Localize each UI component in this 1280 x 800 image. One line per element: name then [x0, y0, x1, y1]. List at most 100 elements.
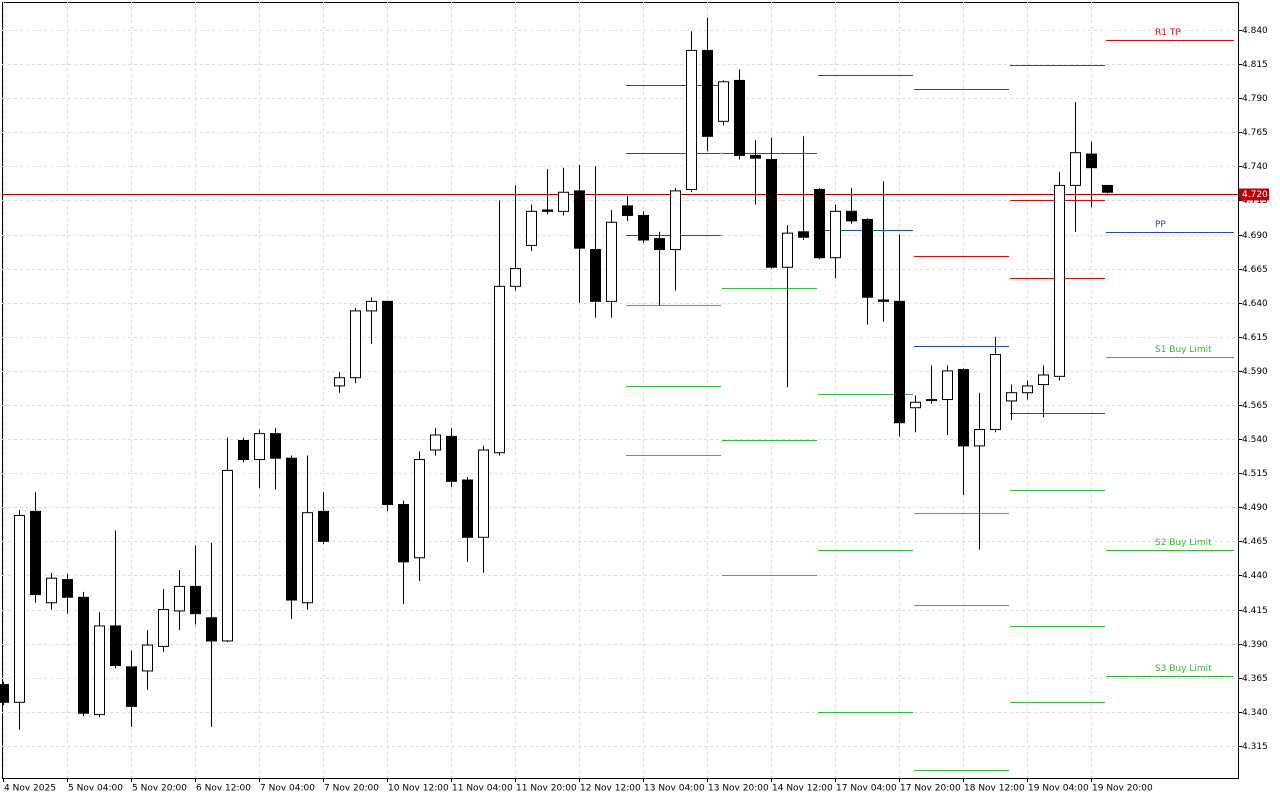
y-tick-label: 4.515	[1242, 469, 1268, 479]
y-tick-label: 4.465	[1242, 537, 1268, 547]
y-tick-label: 4.815	[1242, 60, 1268, 70]
candle-body	[942, 370, 953, 401]
candle-body	[286, 457, 297, 601]
y-tick-label: 4.390	[1242, 640, 1268, 650]
pivot-label: S1 Buy Limit	[1155, 345, 1212, 355]
y-tick-label: 4.490	[1242, 503, 1268, 513]
candle-body	[606, 221, 617, 302]
candle-body	[30, 510, 41, 596]
candle-body	[750, 154, 761, 159]
candle-body	[542, 209, 553, 212]
candle-body	[110, 625, 121, 666]
candle-body	[1006, 392, 1017, 402]
candle-body	[798, 231, 809, 238]
candle-body	[350, 310, 361, 379]
candle-body	[190, 585, 201, 615]
candle-body	[302, 512, 313, 604]
x-tick-label: 4 Nov 2025	[4, 784, 56, 794]
candle-body	[862, 219, 873, 298]
x-tick-label: 19 Nov 20:00	[1092, 784, 1153, 794]
candle-body	[222, 469, 233, 642]
y-tick-label: 4.740	[1242, 162, 1268, 172]
candle-body	[94, 625, 105, 716]
candle-body	[1102, 184, 1113, 193]
candle-body	[78, 596, 89, 714]
x-tick-label: 7 Nov 20:00	[324, 784, 379, 794]
x-tick-label: 5 Nov 04:00	[68, 784, 123, 794]
candle-body	[814, 189, 825, 259]
candle-body	[990, 354, 1001, 431]
y-tick-label: 4.765	[1242, 128, 1268, 138]
candle-body	[494, 285, 505, 454]
candle-body	[670, 190, 681, 251]
candle-body	[334, 377, 345, 387]
candle-body	[1054, 184, 1065, 377]
candle-body	[238, 439, 249, 461]
candle-body	[382, 300, 393, 506]
candle-body	[622, 205, 633, 216]
y-tick-label: 4.590	[1242, 367, 1268, 377]
x-tick-label: 19 Nov 04:00	[1028, 784, 1089, 794]
x-tick-label: 11 Nov 04:00	[452, 784, 513, 794]
x-tick-label: 7 Nov 04:00	[260, 784, 315, 794]
pivot-label: PP	[1155, 220, 1166, 230]
candle-body	[430, 434, 441, 451]
current-price-label: 4.720	[1242, 190, 1268, 200]
candle-body	[510, 268, 521, 287]
candle-body	[46, 577, 57, 604]
candle-body	[446, 435, 457, 482]
candle-body	[702, 49, 713, 137]
x-tick-label: 13 Nov 04:00	[644, 784, 705, 794]
candle-body	[1070, 152, 1081, 186]
candle-body	[846, 210, 857, 222]
candle-body	[14, 514, 25, 703]
y-tick-label: 4.540	[1242, 435, 1268, 445]
candle-body	[0, 684, 9, 703]
candle-body	[734, 79, 745, 156]
candle-body	[478, 449, 489, 538]
y-tick-label: 4.615	[1242, 333, 1268, 343]
candle-body	[366, 300, 377, 312]
x-tick-label: 14 Nov 12:00	[772, 784, 833, 794]
candle-body	[62, 579, 73, 598]
candle-body	[526, 210, 537, 246]
y-tick-label: 4.715	[1242, 196, 1268, 206]
pivot-label: S2 Buy Limit	[1155, 538, 1212, 548]
x-tick-label: 13 Nov 20:00	[708, 784, 769, 794]
candle-body	[830, 210, 841, 259]
candle-body	[1086, 153, 1097, 169]
candle-body	[398, 504, 409, 563]
candle-body	[782, 232, 793, 268]
candle-body	[878, 299, 889, 302]
candle-body	[254, 433, 265, 461]
current-price-tag	[1239, 188, 1269, 201]
candle-body	[158, 609, 169, 647]
y-tick-label: 4.315	[1242, 742, 1268, 752]
candle-body	[910, 401, 921, 409]
candle-body	[718, 81, 729, 122]
y-tick-label: 4.415	[1242, 606, 1268, 616]
y-tick-label: 4.440	[1242, 571, 1268, 581]
x-tick-label: 17 Nov 20:00	[900, 784, 961, 794]
x-tick-label: 18 Nov 12:00	[964, 784, 1025, 794]
candle-body	[638, 214, 649, 241]
candle-body	[318, 510, 329, 542]
candle-body	[590, 249, 601, 302]
candle-body	[126, 666, 137, 707]
x-tick-label: 5 Nov 20:00	[132, 784, 187, 794]
candle-body	[270, 433, 281, 459]
y-tick-label: 4.365	[1242, 674, 1268, 684]
y-tick-label: 4.790	[1242, 94, 1268, 104]
candle-body	[142, 644, 153, 672]
candle-body	[894, 300, 905, 424]
candle-body	[1022, 385, 1033, 394]
candle-body	[574, 190, 585, 249]
x-tick-label: 11 Nov 20:00	[516, 784, 577, 794]
y-tick-label: 4.840	[1242, 26, 1268, 36]
candle-body	[926, 399, 937, 402]
candle-body	[766, 159, 777, 268]
candle-body	[206, 617, 217, 642]
pivot-label: S3 Buy Limit	[1155, 664, 1212, 674]
